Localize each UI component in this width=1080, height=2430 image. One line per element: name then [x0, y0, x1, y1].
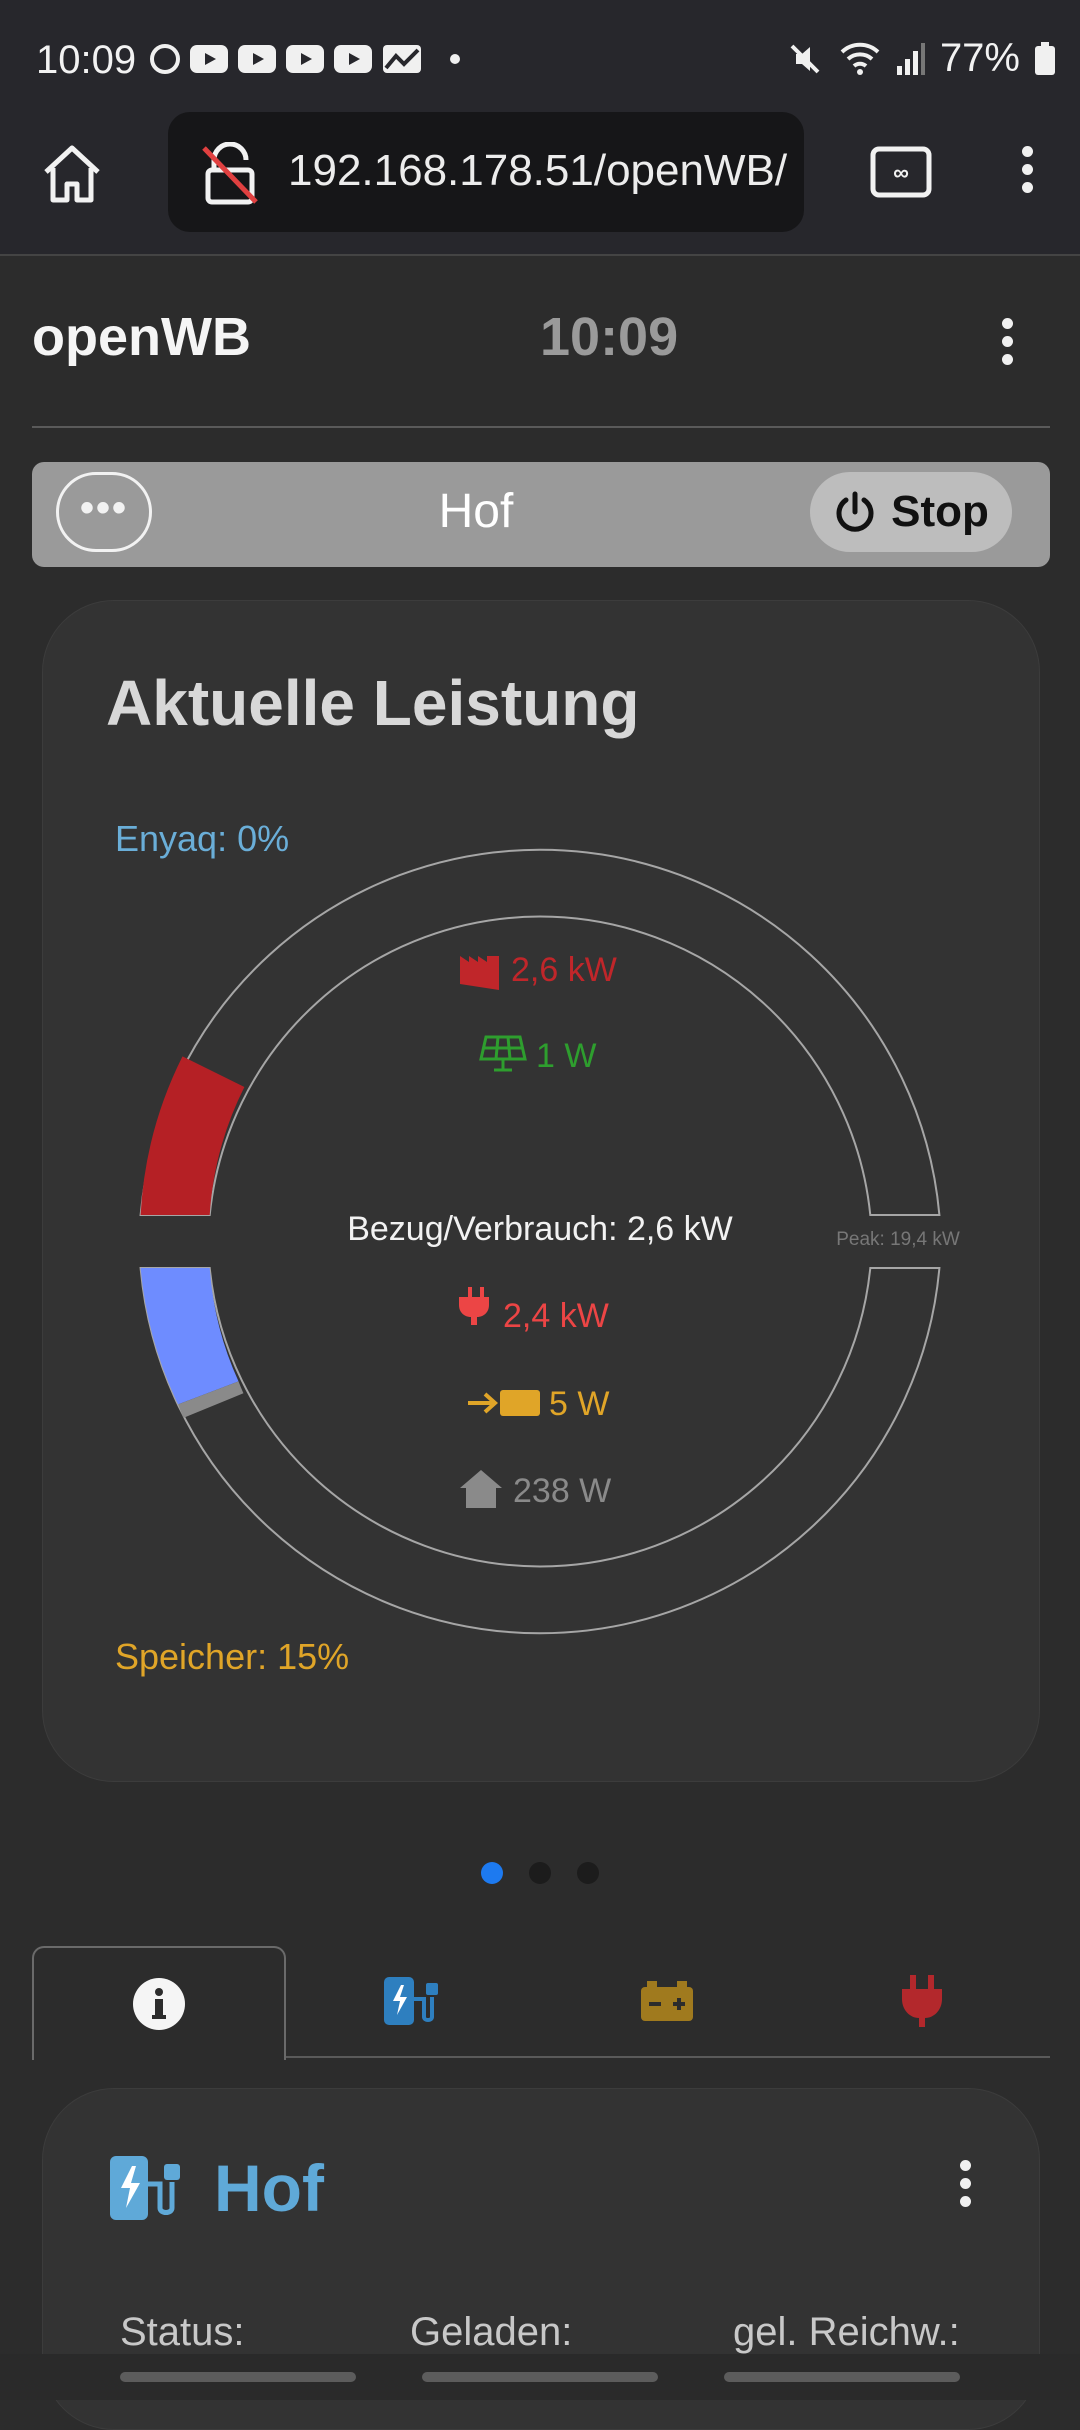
- carousel-dot[interactable]: [577, 1862, 599, 1884]
- address-bar[interactable]: [168, 112, 804, 232]
- wifi-icon: [840, 42, 880, 75]
- app-menu-icon[interactable]: [1002, 318, 1013, 365]
- battery-soc-label: Speicher: 15%: [115, 1636, 350, 1677]
- stop-label: Stop: [891, 487, 989, 536]
- youtube-icon: [238, 45, 276, 73]
- carousel-indicator: [0, 1862, 1080, 1884]
- status-time: 10:09: [36, 38, 137, 82]
- signal-icon: [896, 42, 925, 75]
- youtube-icon: [190, 45, 228, 73]
- tab-info[interactable]: [32, 1946, 286, 2060]
- header-clock: 10:09: [540, 307, 679, 367]
- info-icon: [133, 1978, 185, 2030]
- house-arc: [178, 1381, 244, 1418]
- battery-icon: [500, 1390, 540, 1416]
- charge-station-icon: [110, 2156, 180, 2220]
- charge-point-name: Hof: [438, 485, 514, 538]
- pv-text: 1 W: [536, 1037, 596, 1075]
- arrow-in-icon: [468, 1392, 498, 1414]
- grid-value: 2,6 kW: [460, 951, 617, 990]
- power-donut-chart: 2,6 kW 1 W Bezug/Verbrauch: 2,6 kW Peak:…: [139, 848, 960, 1635]
- pv-value: 1 W: [479, 1035, 596, 1075]
- browser-menu-icon[interactable]: [1022, 146, 1033, 193]
- nav-handle[interactable]: [422, 2372, 658, 2382]
- battery-status-icon: [1035, 41, 1055, 75]
- power-icon: [836, 491, 874, 532]
- charge-station-icon: [384, 1977, 438, 2025]
- youtube-icon: [334, 45, 372, 73]
- grid-text: 2,6 kW: [511, 951, 617, 989]
- power-card-title: Aktuelle Leistung: [106, 667, 640, 739]
- grid-arc: [140, 1056, 245, 1215]
- notification-icons: [150, 44, 460, 74]
- vehicle-soc-label: Enyaq: 0%: [115, 818, 290, 859]
- insecure-lock-icon[interactable]: [200, 142, 260, 206]
- url-text[interactable]: 192.168.178.51/openWB/: [288, 146, 788, 195]
- upper-ring-outline: [139, 848, 941, 1216]
- range-label: gel. Reichw.:: [733, 2310, 960, 2354]
- nav-handle[interactable]: [120, 2372, 356, 2382]
- battery-value: 5 W: [468, 1385, 609, 1423]
- factory-icon: [460, 956, 499, 990]
- carousel-dot[interactable]: [529, 1862, 551, 1884]
- battery-text: 5 W: [549, 1385, 609, 1423]
- messenger-icon: [150, 44, 180, 74]
- house-text: 238 W: [513, 1472, 611, 1510]
- summary-text: Bezug/Verbrauch: 2,6 kW: [347, 1210, 733, 1248]
- plug-icon: [459, 1287, 489, 1325]
- solar-panel-icon: [479, 1035, 527, 1072]
- svg-text:∞: ∞: [893, 160, 909, 185]
- app-title: openWB: [32, 307, 251, 367]
- house-icon: [460, 1470, 502, 1508]
- tab-battery[interactable]: [542, 1946, 792, 2056]
- status-indicators: 77%: [786, 36, 1056, 81]
- charge-arc: [140, 1268, 239, 1405]
- youtube-icon: [286, 45, 324, 73]
- tab-grid[interactable]: [797, 1946, 1047, 2056]
- more-dot-icon: [450, 54, 460, 64]
- status-label: Status:: [120, 2310, 245, 2354]
- header-divider: [32, 426, 1050, 428]
- nav-handle[interactable]: [724, 2372, 960, 2382]
- tab-bar: [32, 1946, 1050, 2060]
- charge-text: 2,4 kW: [503, 1297, 609, 1335]
- battery-percent: 77%: [939, 36, 1020, 80]
- chart-app-icon: [383, 45, 421, 73]
- house-value: 238 W: [460, 1470, 611, 1510]
- home-icon[interactable]: [40, 142, 104, 204]
- mute-icon: [790, 44, 820, 73]
- plug-icon: [902, 1975, 942, 2027]
- tab-charge-points[interactable]: [287, 1946, 537, 2056]
- charge-point-card-title: Hof: [214, 2151, 324, 2225]
- peak-text: Peak: 19,4 kW: [836, 1229, 960, 1250]
- battery-icon: [641, 1981, 693, 2021]
- charge-point-card-menu-icon[interactable]: [960, 2160, 971, 2207]
- charge-value: 2,4 kW: [459, 1287, 609, 1335]
- status-bar: [0, 0, 1080, 112]
- tab-switcher-icon[interactable]: ∞: [870, 146, 932, 198]
- charged-label: Geladen:: [410, 2310, 573, 2354]
- stop-button[interactable]: Stop: [810, 472, 1012, 552]
- carousel-dot[interactable]: [481, 1862, 503, 1884]
- charge-point-options-button[interactable]: •••: [56, 472, 152, 552]
- system-nav-bar: [0, 2354, 1080, 2400]
